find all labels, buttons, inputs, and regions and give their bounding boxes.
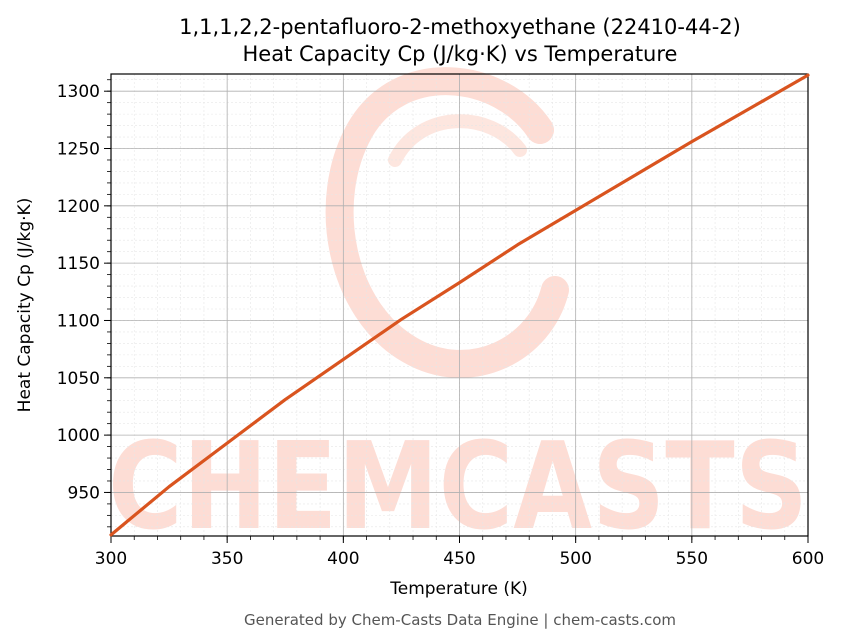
y-tick-label: 1300 [57, 82, 100, 102]
y-tick-label: 1050 [57, 369, 100, 389]
footer-credit: Generated by Chem-Casts Data Engine | ch… [244, 611, 676, 629]
y-tick-labels: 950 1000 1050 1100 1150 1200 1250 1300 [57, 82, 100, 503]
series-line [109, 73, 810, 537]
x-tick-label: 550 [676, 549, 708, 569]
y-tick-label: 1000 [57, 426, 100, 446]
x-tick-labels: 300 350 400 450 500 550 600 [95, 549, 824, 569]
chart-title: 1,1,1,2,2-pentafluoro-2-methoxyethane (2… [179, 15, 741, 39]
y-tick-label: 1150 [57, 254, 100, 274]
chart-subtitle: Heat Capacity Cp (J/kg·K) vs Temperature [243, 42, 678, 66]
x-tick-label: 350 [211, 549, 243, 569]
x-tick-label: 450 [443, 549, 475, 569]
grid [110, 74, 809, 536]
x-tick-label: 500 [559, 549, 591, 569]
axis-ticks [104, 79, 809, 543]
watermark-text: CHEMCASTS [108, 418, 808, 557]
x-axis-label: Temperature (K) [389, 579, 528, 599]
y-tick-label: 1250 [57, 140, 100, 160]
x-tick-label: 600 [792, 549, 824, 569]
y-tick-label: 950 [68, 483, 100, 503]
y-tick-label: 1200 [57, 197, 100, 217]
y-axis-label: Heat Capacity Cp (J/kg·K) [15, 198, 35, 413]
y-tick-label: 1100 [57, 311, 100, 331]
watermark: CHEMCASTS [108, 67, 808, 557]
watermark-logo [325, 67, 569, 378]
x-tick-label: 300 [95, 549, 127, 569]
x-tick-label: 400 [327, 549, 359, 569]
